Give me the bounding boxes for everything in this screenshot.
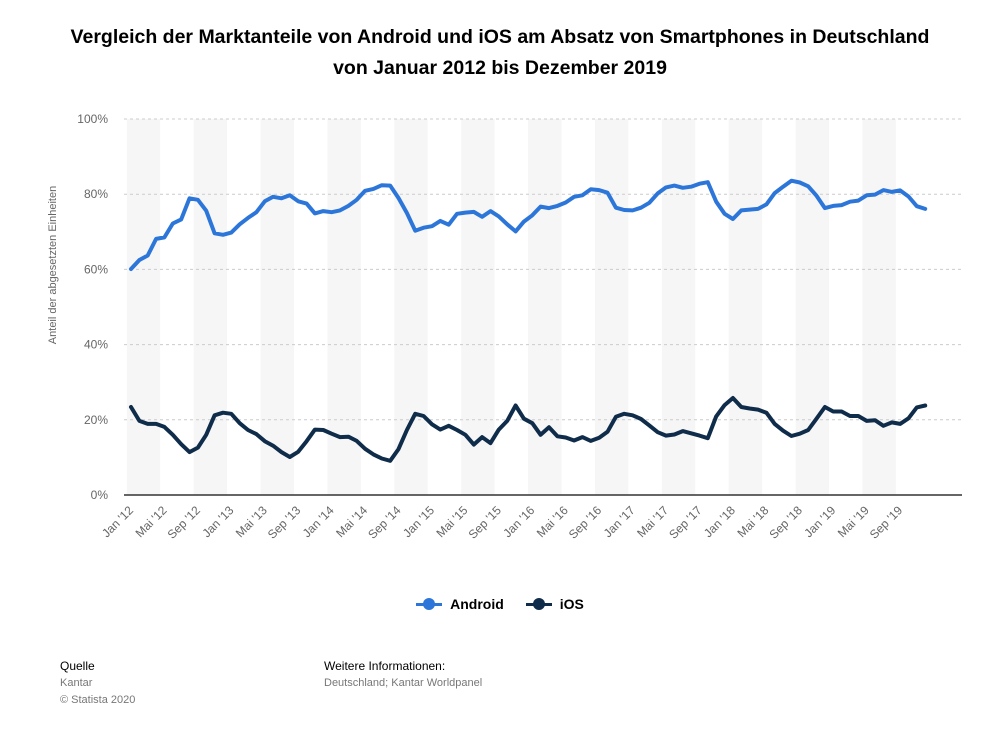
background-band	[661, 119, 696, 495]
y-tick-label: 20%	[84, 413, 108, 427]
grid-lines	[124, 118, 962, 496]
background-band	[628, 119, 662, 495]
x-tick-label: Mai '17	[634, 503, 671, 540]
y-axis-label-box: Anteil der abgesetzten Einheiten	[45, 120, 61, 410]
legend-label-ios: iOS	[559, 596, 584, 612]
x-tick-label: Sep '18	[767, 503, 806, 542]
x-tick-label: Mai '18	[734, 503, 771, 540]
x-tick-label: Sep '15	[466, 503, 505, 542]
y-tick-label: 40%	[84, 338, 108, 352]
background-band	[795, 119, 830, 495]
x-tick-label: Sep '16	[566, 503, 605, 542]
x-tick-label: Sep '14	[365, 503, 404, 542]
background-band	[829, 119, 863, 495]
x-tick-label: Jan '13	[199, 503, 236, 540]
legend-item-android[interactable]: Android	[416, 596, 504, 612]
x-tick-label: Jan '18	[701, 503, 738, 540]
background-band	[461, 119, 495, 495]
background-band	[695, 119, 729, 495]
copyright: © Statista 2020	[60, 694, 136, 706]
x-tick-label: Jan '14	[300, 503, 337, 540]
x-tick-label: Sep '19	[867, 503, 906, 542]
background-band	[193, 119, 228, 495]
legend-swatch-ios	[525, 598, 552, 610]
x-tick-label: Mai '15	[434, 503, 471, 540]
y-axis-label: Anteil der abgesetzten Einheiten	[47, 185, 59, 345]
background-band	[227, 119, 261, 495]
x-tick-label: Jan '12	[99, 503, 136, 540]
background-band	[895, 119, 930, 495]
y-tick-label: 60%	[84, 262, 108, 276]
x-tick-label: Mai '16	[534, 503, 571, 540]
y-tick-label: 0%	[91, 488, 109, 502]
background-band	[862, 119, 896, 495]
series-lines	[129, 178, 928, 463]
background-band	[427, 119, 462, 495]
legend: Android iOS	[0, 596, 1000, 612]
y-axis-ticks: 0% 20% 40% 60% 80% 100%	[77, 112, 108, 502]
series-line-android[interactable]	[129, 178, 928, 271]
source-name: Kantar	[60, 677, 93, 689]
info-heading: Weitere Informationen:	[324, 659, 446, 673]
legend-swatch-android	[416, 598, 443, 610]
x-tick-label: Jan '19	[801, 503, 838, 540]
info-text: Deutschland; Kantar Worldpanel	[324, 677, 483, 689]
background-band	[260, 119, 295, 495]
info-block: Weitere Informationen: Deutschland; Kant…	[324, 658, 482, 692]
source-heading: Quelle	[60, 659, 95, 673]
y-tick-label: 100%	[77, 112, 108, 126]
background-band	[561, 119, 595, 495]
x-tick-label: Jan '16	[500, 503, 537, 540]
background-band	[360, 119, 395, 495]
x-tick-label: Mai '19	[835, 503, 872, 540]
background-band	[160, 119, 194, 495]
x-tick-label: Mai '13	[233, 503, 270, 540]
x-tick-label: Mai '14	[333, 503, 370, 540]
background-band	[394, 119, 428, 495]
series-line-ios[interactable]	[129, 396, 928, 463]
x-tick-label: Sep '13	[265, 503, 304, 542]
x-tick-label: Jan '17	[601, 503, 638, 540]
x-tick-label: Jan '15	[400, 503, 437, 540]
legend-label-android: Android	[450, 596, 504, 612]
x-tick-label: Mai '12	[133, 503, 170, 540]
background-bands	[126, 119, 930, 495]
source-block: Quelle Kantar © Statista 2020	[60, 658, 135, 709]
background-band	[728, 119, 763, 495]
x-tick-label: Sep '17	[666, 503, 705, 542]
x-tick-label: Sep '12	[165, 503, 204, 542]
background-band	[528, 119, 562, 495]
background-band	[494, 119, 529, 495]
background-band	[126, 119, 161, 495]
background-band	[762, 119, 796, 495]
y-tick-label: 80%	[84, 187, 108, 201]
chart-title: Vergleich der Marktanteile von Android u…	[70, 26, 930, 79]
legend-item-ios[interactable]: iOS	[525, 596, 584, 612]
background-band	[594, 119, 629, 495]
